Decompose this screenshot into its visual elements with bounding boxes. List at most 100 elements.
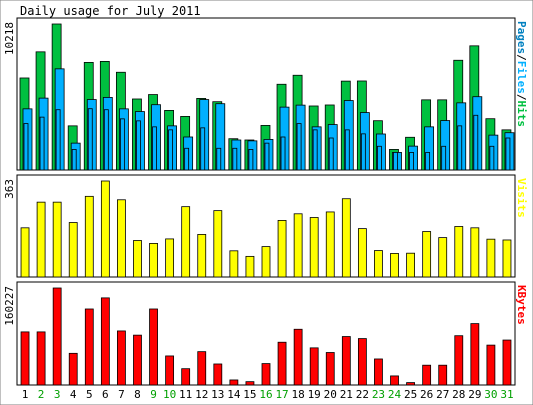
day-label: 21 (340, 388, 353, 401)
bar-visits (229, 250, 239, 278)
bar-kbytes (470, 323, 480, 386)
bar-visits (165, 238, 175, 278)
bar-kbytes (117, 330, 126, 386)
legend-entry: Files (515, 61, 528, 94)
graph-title: Daily usage for July 2011 (20, 4, 201, 18)
bar-pages (168, 129, 173, 171)
bar-visits (277, 220, 287, 278)
bar-visits (309, 217, 319, 278)
ymax-label-kbytes: 160227 (3, 286, 16, 326)
bar-pages (152, 126, 157, 171)
bar-pages (119, 118, 125, 171)
bar-pages (473, 114, 479, 171)
bar-pages (248, 149, 254, 171)
bar-kbytes (454, 335, 464, 386)
bar-pages (71, 149, 77, 171)
day-label: 23 (372, 388, 385, 401)
bar-pages (441, 145, 447, 171)
bar-visits (213, 210, 223, 278)
day-label: 3 (54, 388, 61, 401)
bar-kbytes (133, 334, 142, 386)
bar-pages (360, 133, 366, 171)
bar-visits (181, 206, 191, 278)
bar-pages (232, 147, 238, 171)
bar-visits (293, 213, 303, 278)
bar-kbytes (165, 355, 175, 386)
panel-visits: 363 Visits (3, 174, 528, 278)
day-label: 31 (500, 388, 513, 401)
day-label: 26 (420, 388, 433, 401)
legend-entry: KBytes (515, 285, 528, 325)
bar-visits (117, 199, 126, 278)
day-label: 29 (468, 388, 481, 401)
day-label: 7 (118, 388, 125, 401)
bar-visits (438, 237, 448, 278)
bar-visits (245, 255, 255, 278)
legend-entry: Hits (515, 101, 528, 128)
bar-kbytes (261, 363, 271, 386)
day-label: 1 (22, 388, 29, 401)
day-label: 28 (452, 388, 465, 401)
day-label: 20 (324, 388, 337, 401)
day-label: 18 (292, 388, 305, 401)
bar-visits (197, 234, 207, 278)
bar-kbytes (197, 351, 207, 386)
bar-kbytes (20, 331, 30, 386)
bar-pages (296, 123, 302, 171)
bar-visits (502, 239, 512, 278)
bar-pages (200, 127, 206, 171)
bar-kbytes (325, 352, 335, 386)
panel-hits-files-pages: 10218 Pages/Files/Hits (3, 17, 528, 171)
bar-pages (136, 120, 141, 171)
day-label: 8 (134, 388, 141, 401)
bar-kbytes (309, 347, 319, 386)
day-labels: 1 2 3 4 5 6 7 8 9 10 11 12 13 14 15 16 17 18 19 20 21 22 23 24 2… (22, 388, 514, 401)
bar-pages (425, 152, 431, 171)
ymax-label-hits-files-pages: 10218 (3, 22, 16, 55)
bar-kbytes (422, 364, 432, 386)
day-label: 6 (102, 388, 109, 401)
bar-visits (422, 231, 432, 278)
bar-kbytes (502, 339, 512, 386)
day-label: 24 (388, 388, 402, 401)
day-label: 10 (163, 388, 176, 401)
bar-pages (457, 125, 463, 171)
bar-pages (377, 145, 382, 171)
bar-visits (454, 226, 464, 278)
bar-kbytes (100, 297, 110, 386)
bar-kbytes (277, 341, 287, 386)
day-label: 5 (86, 388, 93, 401)
bar-kbytes (406, 382, 415, 386)
bar-visits (390, 253, 399, 278)
day-label: 17 (275, 388, 288, 401)
day-label: 19 (308, 388, 321, 401)
bar-pages (328, 137, 334, 171)
bar-kbytes (52, 287, 62, 386)
bar-kbytes (293, 328, 303, 386)
bar-pages (489, 145, 495, 171)
bar-pages (55, 109, 61, 171)
bar-visits (149, 243, 158, 278)
bar-kbytes (181, 368, 191, 386)
day-label: 25 (404, 388, 417, 401)
bar-visits (486, 238, 496, 278)
ymax-label-visits: 363 (3, 179, 16, 199)
day-label: 16 (259, 388, 272, 401)
bar-visits (406, 252, 415, 278)
bar-pages (409, 152, 414, 171)
bar-kbytes (229, 379, 239, 386)
bar-visits (36, 201, 46, 278)
bar-pages (216, 147, 222, 171)
day-label: 13 (211, 388, 224, 401)
bar-visits (84, 195, 94, 278)
bar-visits (20, 227, 30, 278)
legend-entry: Visits (515, 178, 528, 218)
bar-kbytes (84, 308, 94, 386)
bar-pages (23, 123, 29, 171)
day-label: 27 (436, 388, 449, 401)
bar-pages (184, 147, 190, 171)
bar-pages (87, 108, 93, 171)
bar-kbytes (374, 358, 383, 386)
bar-pages (393, 152, 398, 171)
day-label: 2 (38, 388, 45, 401)
